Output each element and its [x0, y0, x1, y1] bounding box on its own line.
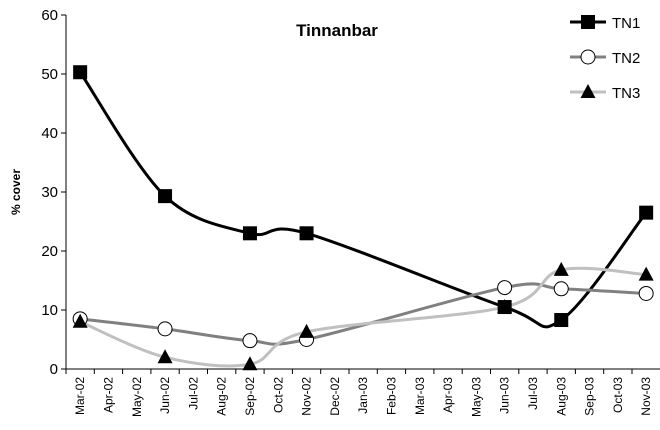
y-axis-label: % cover — [9, 169, 23, 215]
marker — [158, 189, 173, 204]
y-tick-label: 10 — [41, 302, 58, 319]
marker — [553, 261, 569, 276]
x-tick-label: Mar-03 — [413, 377, 427, 415]
x-tick-label: Apr-02 — [101, 377, 115, 413]
x-tick-label: Aug-03 — [554, 377, 568, 416]
marker — [497, 280, 513, 296]
marker — [497, 299, 513, 314]
x-tick-label: Aug-02 — [215, 377, 229, 416]
x-tick-label: Jun-03 — [498, 377, 512, 414]
marker — [554, 313, 569, 328]
x-tick-label: Nov-02 — [300, 377, 314, 416]
y-tick-label: 0 — [50, 361, 58, 378]
x-tick-label: May-02 — [130, 377, 144, 417]
x-tick-label: Mar-02 — [73, 377, 87, 415]
x-tick-label: Feb-03 — [384, 377, 398, 415]
marker — [638, 285, 654, 301]
x-tick-label: Oct-02 — [271, 377, 285, 413]
x-tick-label: Jun-02 — [158, 377, 172, 414]
x-tick-label: May-03 — [469, 377, 483, 417]
x-tick-label: Apr-03 — [441, 377, 455, 413]
legend-label: TN3 — [612, 85, 640, 102]
marker — [638, 266, 654, 281]
x-tick-label: Nov-03 — [639, 377, 653, 416]
marker — [581, 15, 595, 29]
x-tick-label: Oct-03 — [611, 377, 625, 413]
x-tick-label: Jul-02 — [186, 377, 200, 410]
marker — [72, 313, 88, 328]
x-tick-label: Jan-03 — [356, 377, 370, 414]
y-tick-label: 60 — [41, 7, 58, 24]
marker — [242, 333, 258, 349]
marker — [157, 321, 173, 337]
marker — [299, 226, 314, 241]
legend-label: TN2 — [612, 50, 640, 67]
marker — [242, 356, 258, 371]
marker — [553, 281, 569, 297]
y-tick-label: 50 — [41, 66, 58, 83]
marker — [639, 205, 654, 220]
marker — [580, 84, 596, 98]
marker — [580, 49, 596, 65]
chart-title: Tinnanbar — [296, 21, 378, 40]
x-tick-label: Sep-03 — [583, 377, 597, 416]
x-tick-label: Sep-02 — [243, 377, 257, 416]
marker — [157, 349, 173, 364]
marker — [242, 226, 257, 241]
y-tick-label: 20 — [41, 243, 58, 260]
x-tick-label: Dec-02 — [328, 377, 342, 416]
y-tick-label: 40 — [41, 125, 58, 142]
x-tick-label: Jul-03 — [526, 377, 540, 410]
y-tick-label: 30 — [41, 184, 58, 201]
marker — [73, 65, 88, 80]
legend-label: TN1 — [612, 15, 640, 32]
marker — [299, 323, 315, 338]
